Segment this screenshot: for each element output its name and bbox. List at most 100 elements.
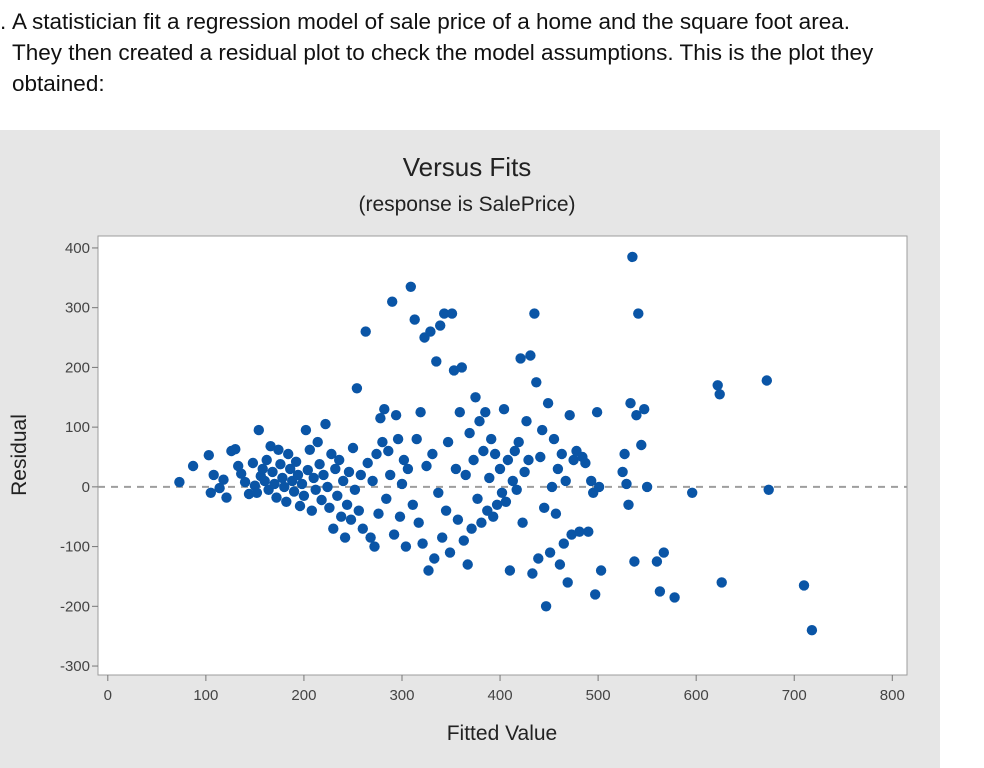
data-point <box>636 439 647 451</box>
data-point <box>387 296 398 307</box>
data-point <box>205 487 216 498</box>
data-point <box>298 490 310 501</box>
data-point <box>394 511 406 522</box>
data-point <box>433 487 444 498</box>
data-point <box>409 314 420 325</box>
data-point <box>658 547 669 558</box>
y-tick-label: -300 <box>60 658 90 675</box>
data-point <box>407 499 418 510</box>
data-point <box>349 484 361 495</box>
data-point <box>486 433 497 445</box>
data-point <box>568 454 579 466</box>
data-point <box>328 523 339 534</box>
data-point <box>174 476 185 488</box>
data-points <box>174 251 818 636</box>
x-tick-label: 300 <box>389 687 414 704</box>
data-point <box>450 463 462 475</box>
data-point <box>566 529 577 540</box>
data-point <box>440 505 452 516</box>
y-axis-title: Residual <box>8 414 31 496</box>
residual-plot-figure: Versus Fits (response is SalePrice) 400 3… <box>0 130 940 768</box>
data-point <box>504 565 516 576</box>
data-point <box>273 444 284 455</box>
data-point <box>316 494 327 506</box>
data-point <box>208 469 219 481</box>
residual-plot-svg: Versus Fits (response is SalePrice) 400 3… <box>8 152 908 745</box>
data-point <box>480 407 491 418</box>
data-point <box>502 454 514 466</box>
y-tick-label: 0 <box>82 479 90 496</box>
data-point <box>625 398 636 409</box>
data-point <box>415 407 426 418</box>
data-point <box>623 499 634 510</box>
question-marker: . <box>0 9 7 34</box>
data-point <box>531 377 542 388</box>
data-point <box>539 502 550 513</box>
data-point <box>593 481 605 493</box>
data-point <box>281 496 292 507</box>
data-point <box>373 508 384 519</box>
data-point <box>362 457 373 469</box>
data-point <box>456 362 467 373</box>
data-point <box>556 448 567 460</box>
data-point <box>388 529 400 540</box>
data-point <box>320 418 331 430</box>
data-point <box>431 356 442 367</box>
data-point <box>283 448 294 460</box>
data-point <box>218 474 229 485</box>
data-point <box>322 481 333 493</box>
y-tick-label: -200 <box>60 598 90 615</box>
data-point <box>590 589 601 600</box>
x-tick-label: 0 <box>104 687 112 704</box>
data-point <box>375 413 386 424</box>
x-tick-label: 200 <box>291 687 316 704</box>
data-point <box>360 326 371 337</box>
data-point <box>798 580 810 591</box>
data-point <box>550 508 562 519</box>
x-tick-label: 100 <box>193 687 218 704</box>
data-point <box>560 475 571 487</box>
data-point <box>586 475 597 487</box>
data-point <box>417 538 428 549</box>
data-point <box>519 466 530 478</box>
data-point <box>439 308 450 319</box>
data-point <box>392 433 404 445</box>
data-point <box>203 450 214 461</box>
data-point <box>365 532 376 543</box>
data-point <box>405 281 416 292</box>
chart-title: Versus Fits <box>403 152 532 182</box>
y-tick-label: 300 <box>65 300 90 317</box>
y-tick-label: 200 <box>65 359 90 376</box>
data-point <box>542 398 554 409</box>
data-point <box>627 251 638 263</box>
data-point <box>484 472 495 484</box>
data-point <box>806 625 818 636</box>
data-point <box>444 547 456 558</box>
data-point <box>302 464 313 476</box>
data-point <box>437 532 448 543</box>
data-point <box>267 466 278 478</box>
data-point <box>540 601 552 612</box>
data-point <box>427 448 438 460</box>
data-point <box>345 514 357 525</box>
data-point <box>423 565 434 576</box>
data-point <box>525 350 536 361</box>
data-point <box>462 559 473 570</box>
data-point <box>285 463 296 475</box>
data-point <box>367 475 378 487</box>
x-tick-label: 500 <box>586 687 611 704</box>
data-point <box>529 308 540 319</box>
data-point <box>381 493 392 504</box>
data-point <box>236 468 247 479</box>
data-point <box>537 424 548 436</box>
data-point <box>488 511 499 522</box>
data-point <box>296 478 308 490</box>
data-point <box>494 463 506 475</box>
data-point <box>633 308 644 319</box>
data-point <box>187 460 199 472</box>
data-point <box>221 492 232 503</box>
data-point <box>259 475 270 487</box>
data-point <box>500 496 512 507</box>
data-point <box>300 424 312 436</box>
data-point <box>402 463 414 475</box>
